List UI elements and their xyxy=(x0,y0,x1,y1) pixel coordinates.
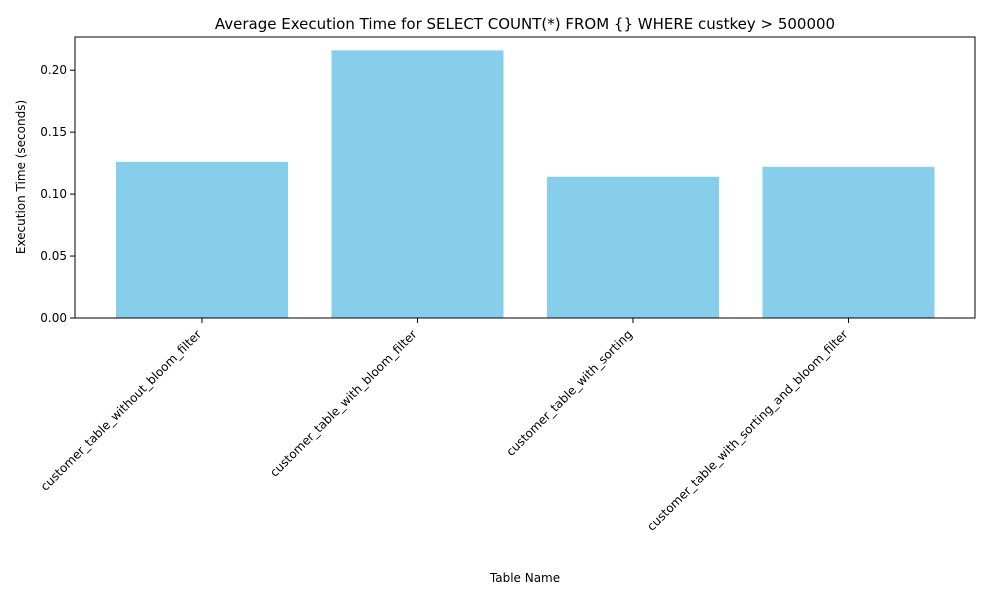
bar-3 xyxy=(547,176,719,318)
x-tick-label-0: customer_table_without_bloom_filter xyxy=(38,327,204,493)
x-tick-label-3: customer_table_with_sorting_and_bloom_fi… xyxy=(644,327,850,533)
bar-4 xyxy=(762,166,935,318)
y-tick-label-2: 0.10 xyxy=(40,187,67,201)
chart-title: Average Execution Time for SELECT COUNT(… xyxy=(215,15,835,33)
bar-1 xyxy=(116,161,288,318)
y-axis-label: Execution Time (seconds) xyxy=(14,100,28,254)
x-axis: customer_table_without_bloom_filter custo… xyxy=(38,318,851,534)
y-tick-label-1: 0.05 xyxy=(40,249,67,263)
x-tick-label-2: customer_table_with_sorting xyxy=(503,327,635,459)
y-tick-label-4: 0.20 xyxy=(40,63,67,77)
bar-2 xyxy=(331,50,504,318)
y-tick-label-3: 0.15 xyxy=(40,125,67,139)
bars-group xyxy=(116,50,935,318)
y-tick-label-0: 0.00 xyxy=(40,311,67,325)
x-tick-label-1: customer_table_with_bloom_filter xyxy=(267,327,419,479)
x-axis-label: Table Name xyxy=(489,571,560,585)
y-axis: 0.00 0.05 0.10 0.15 0.20 xyxy=(40,63,75,325)
plot-frame xyxy=(74,36,976,319)
